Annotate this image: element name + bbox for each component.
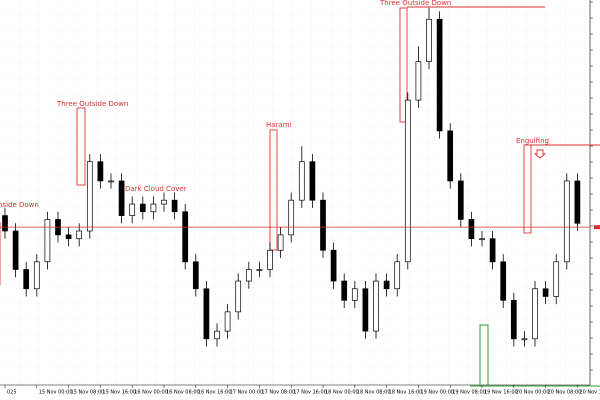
candle-body [161, 199, 167, 205]
x-tick-label: 17 Nov 00:00 [230, 390, 264, 396]
candle-body [97, 161, 104, 182]
candle-body [139, 203, 146, 213]
candle-body [12, 230, 19, 270]
candle-body [415, 61, 422, 101]
candle-body [330, 249, 337, 282]
pattern-label: Dark Cloud Cover [125, 185, 187, 193]
candle-body [76, 230, 83, 240]
indicator-line [470, 324, 600, 387]
candle-body [129, 203, 136, 216]
candle-body [235, 280, 242, 313]
x-tick-label: 15 Nov 00:00 [39, 390, 73, 396]
candle-body [23, 269, 30, 290]
candle-body [65, 234, 72, 240]
candle-body [373, 280, 379, 332]
candle-body [203, 288, 210, 340]
x-tick-label: 15 Nov 08:00 [71, 390, 105, 396]
candle-body [150, 203, 157, 213]
candle-body [245, 269, 252, 282]
candle-body [574, 180, 581, 224]
candle-body [256, 269, 263, 271]
candle-body [351, 288, 358, 301]
x-tick-label: 16 Nov 00:00 [134, 390, 168, 396]
candle-body [277, 234, 284, 251]
x-tick-label: 20 Nov 00:00 [516, 390, 550, 396]
candle-body [108, 180, 114, 183]
candle-body [309, 161, 316, 201]
candle-body [298, 161, 305, 201]
x-tick-label: 19 Nov 00:00 [420, 390, 454, 396]
candle-body [426, 18, 432, 62]
x-tick-label: 16 Nov 16:00 [198, 390, 232, 396]
x-tick-label: 15 Nov 16:00 [102, 390, 136, 396]
candle-body [171, 199, 178, 213]
grid [0, 0, 590, 385]
x-tick-label: 16 Nov 08:00 [166, 390, 200, 396]
pattern-label: Three Outside Down [56, 100, 128, 108]
candle-body [553, 261, 560, 297]
candle-body [468, 219, 475, 240]
pattern-label: Engulfing [516, 137, 549, 145]
candle-body [86, 161, 93, 232]
candle-body [383, 280, 390, 290]
candle-body [563, 180, 570, 263]
candle-body [362, 288, 369, 332]
candle-body [447, 130, 454, 182]
candle-body [2, 215, 8, 232]
pattern-label: Harami [266, 121, 292, 129]
x-tick-label: 17 Nov 16:00 [293, 390, 327, 396]
candle-body [182, 211, 189, 263]
candle-body [532, 288, 538, 340]
candle-body [457, 180, 464, 220]
candle-body [44, 219, 51, 263]
x-tick-label: 18 Nov 08:00 [357, 390, 391, 396]
x-tick-label: 17 Nov 08:00 [261, 390, 295, 396]
candle-body [489, 238, 496, 263]
candle-body [341, 280, 348, 301]
x-tick-label: 19 Nov 16:00 [484, 390, 518, 396]
x-tick-label: 20 Nov 08:00 [548, 390, 582, 396]
pattern-label: Three Outside Down [379, 0, 451, 7]
candle-body [394, 261, 401, 290]
x-tick-label: 025 [7, 390, 17, 396]
candle-body [192, 261, 199, 290]
candle-body [500, 261, 507, 301]
candle-body [521, 338, 528, 341]
candle-body [118, 180, 125, 216]
candle-body [542, 288, 549, 297]
candle-body [214, 330, 220, 340]
candle-body [33, 261, 40, 290]
candle-body [436, 18, 443, 132]
pattern-boxes [0, 6, 600, 285]
pattern-label: nside Down [0, 201, 39, 209]
candle-body [320, 199, 326, 251]
candle-body [267, 249, 273, 270]
x-tick-label: 18 Nov 16:00 [389, 390, 423, 396]
candle-body [479, 238, 485, 241]
x-tick-label: 20 Nov 16:00 [579, 390, 600, 396]
candle-body [288, 199, 295, 236]
x-tick-label: 18 Nov 00:00 [325, 390, 359, 396]
price-marker [594, 225, 600, 230]
candle-body [224, 311, 231, 332]
candle-body [404, 99, 411, 263]
candle-body [510, 299, 517, 340]
x-tick-label: 19 Nov 08:00 [452, 390, 486, 396]
